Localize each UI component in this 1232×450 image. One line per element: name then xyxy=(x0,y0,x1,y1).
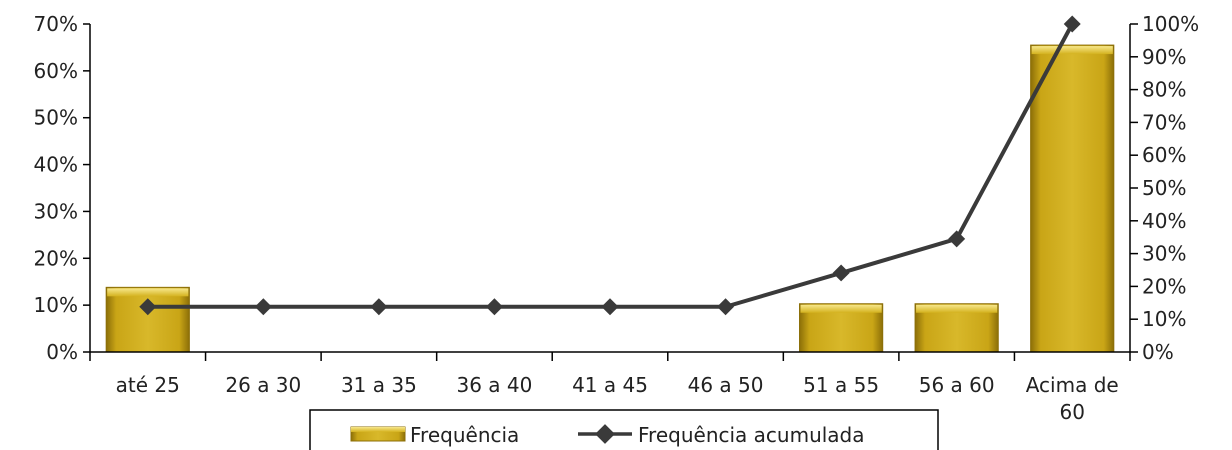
left-tick-label-0: 0% xyxy=(46,340,78,364)
bar-highlight-0 xyxy=(107,288,189,297)
x-tick-label-6: 51 a 55 xyxy=(803,373,879,397)
cumulative-point-5 xyxy=(717,298,735,316)
right-tick-label-8: 80% xyxy=(1142,78,1186,102)
legend-frame xyxy=(309,409,939,450)
legend: Frequência Frequência acumulada xyxy=(309,409,939,450)
bar-highlight-7 xyxy=(916,304,998,313)
left-tick-label-1: 10% xyxy=(34,293,78,317)
bar-8 xyxy=(1030,44,1115,353)
legend-label-frequencia-acumulada: Frequência acumulada xyxy=(638,423,865,447)
left-tick-label-2: 20% xyxy=(34,246,78,270)
right-tick-label-1: 10% xyxy=(1142,307,1186,331)
axes-layer xyxy=(83,23,1138,361)
x-tick-label-2: 31 a 35 xyxy=(341,373,417,397)
x-tick-label-4: 41 a 45 xyxy=(572,373,648,397)
cumulative-point-1 xyxy=(254,298,272,316)
legend-diamond-marker xyxy=(595,424,615,444)
right-tick-label-7: 70% xyxy=(1142,110,1186,134)
labels-layer: 0% 10% 20% 30% 40% 50% 60% 70% 0% 10% 20% 30% 40% 50%… xyxy=(34,12,1200,424)
x-tick-label-8: Acima de xyxy=(1026,373,1119,397)
cumulative-point-3 xyxy=(485,298,503,316)
cumulative-point-7 xyxy=(948,230,966,248)
left-tick-label-5: 50% xyxy=(34,106,78,130)
cumulative-line-layer xyxy=(139,15,1081,316)
right-tick-label-10: 100% xyxy=(1142,12,1199,36)
cumulative-point-4 xyxy=(601,298,619,316)
x-tick-label-3: 36 a 40 xyxy=(457,373,533,397)
left-tick-label-3: 30% xyxy=(34,199,78,223)
cumulative-point-6 xyxy=(832,264,850,282)
bar-highlight-6 xyxy=(800,304,882,313)
left-tick-label-6: 60% xyxy=(34,59,78,83)
cumulative-point-0 xyxy=(139,298,157,316)
cumulative-point-8 xyxy=(1063,15,1081,33)
cumulative-line xyxy=(147,23,1074,309)
right-tick-label-5: 50% xyxy=(1142,176,1186,200)
x-tick-label-5: 46 a 50 xyxy=(688,373,764,397)
legend-label-frequencia: Frequência xyxy=(410,423,519,447)
bar-0 xyxy=(105,286,190,353)
right-tick-label-4: 40% xyxy=(1142,209,1186,233)
right-tick-label-0: 0% xyxy=(1142,340,1174,364)
x-tick-label-1: 26 a 30 xyxy=(225,373,301,397)
legend-bar-swatch-highlight xyxy=(351,427,405,432)
right-tick-label-6: 60% xyxy=(1142,143,1186,167)
right-tick-label-3: 30% xyxy=(1142,242,1186,266)
right-tick-label-2: 20% xyxy=(1142,274,1186,298)
legend-item-frequencia-acumulada: Frequência acumulada xyxy=(578,423,865,447)
bar-highlight-8 xyxy=(1031,46,1113,55)
left-tick-label-4: 40% xyxy=(34,153,78,177)
cumulative-point-2 xyxy=(370,298,388,316)
x-tick-label-7: 56 a 60 xyxy=(919,373,995,397)
x-tick-label-0: até 25 xyxy=(116,373,180,397)
left-tick-label-7: 70% xyxy=(34,12,78,36)
legend-item-frequencia: Frequência xyxy=(350,423,519,447)
right-tick-label-9: 90% xyxy=(1142,45,1186,69)
bars-layer xyxy=(105,44,1115,353)
x-tick-label-8-line1: 60 xyxy=(1059,400,1084,424)
